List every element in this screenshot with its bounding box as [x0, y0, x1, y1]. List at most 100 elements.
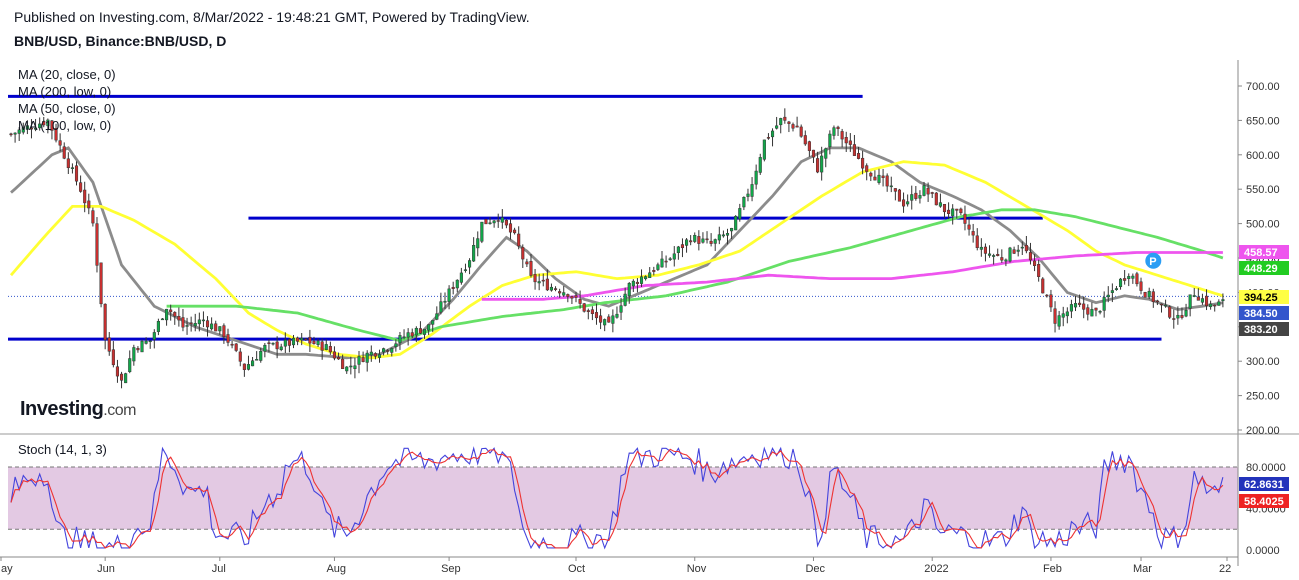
candle-body: [275, 341, 279, 350]
time-tick-label: Nov: [687, 563, 707, 575]
pattern-marker-label: P: [1149, 256, 1156, 268]
price-tag-label: 394.25: [1244, 292, 1278, 304]
candle-body: [279, 346, 283, 350]
price-tag-label: 384.50: [1244, 308, 1278, 320]
candle-body: [611, 315, 615, 324]
candle-body: [644, 276, 648, 280]
candle-body: [422, 328, 427, 335]
candle-body: [324, 344, 328, 351]
candle-body: [17, 129, 21, 134]
candle-body: [775, 125, 779, 129]
price-tick-label: 250.00: [1246, 391, 1280, 403]
candle-body: [885, 175, 889, 187]
candle-body: [365, 352, 369, 363]
candle-body: [1213, 304, 1217, 307]
candle-body: [750, 184, 754, 197]
candle-body: [484, 219, 488, 225]
candle-body: [255, 359, 259, 361]
candle-body: [1098, 310, 1102, 313]
candle-body: [439, 301, 443, 313]
candle-body: [201, 319, 205, 322]
candle-body: [21, 127, 25, 133]
candle-body: [251, 360, 255, 367]
candle-body: [455, 279, 459, 289]
candle-body: [562, 292, 566, 296]
candle-body: [1049, 294, 1053, 308]
candle-body: [648, 272, 652, 279]
candle-body: [1168, 306, 1172, 318]
candle-body: [332, 351, 336, 359]
candle-body: [1057, 315, 1061, 327]
candle-body: [832, 127, 836, 136]
ma-legend-item[interactable]: MA (50, close, 0): [18, 101, 116, 116]
candle-body: [115, 366, 120, 377]
candle-body: [136, 348, 140, 351]
candle-body: [820, 155, 824, 173]
ma-legend-item[interactable]: MA (100, low, 0): [18, 118, 112, 133]
candle-body: [238, 351, 242, 362]
moving-average-line: [166, 208, 1224, 343]
candle-body: [1139, 281, 1143, 291]
time-tick-label: ay: [1, 563, 13, 575]
axes: 700.00650.00600.00550.00500.00450.00400.…: [0, 60, 1299, 575]
price-tag: [1239, 245, 1289, 259]
candle-body: [165, 308, 169, 321]
price-tick-label: 700.00: [1246, 81, 1280, 93]
candle-body: [296, 337, 300, 342]
candle-body: [394, 343, 398, 347]
candle-body: [586, 310, 590, 312]
candle-body: [742, 196, 746, 208]
ma-legend-item[interactable]: MA (20, close, 0): [18, 67, 116, 82]
candle-body: [349, 365, 353, 368]
time-tick-label: Mar: [1133, 563, 1152, 575]
candle-body: [545, 278, 549, 291]
ma-legend-item[interactable]: MA (200, low, 0): [18, 84, 112, 99]
candle-body: [807, 141, 811, 151]
candle-body: [496, 220, 500, 222]
candle-body: [443, 300, 447, 303]
candle-body: [336, 357, 341, 360]
candle-body: [582, 303, 586, 312]
candle-body: [38, 123, 42, 129]
price-tick-label: 550.00: [1246, 184, 1280, 196]
candle-body: [570, 296, 574, 299]
candle-body: [492, 220, 496, 224]
price-tick-label: 300.00: [1246, 356, 1280, 368]
candle-body: [480, 221, 484, 242]
moving-average-line: [10, 146, 1224, 360]
candle-body: [689, 240, 693, 243]
candle-body: [1114, 288, 1119, 290]
candle-body: [463, 269, 468, 271]
candle-body: [156, 321, 160, 332]
price-tag: [1239, 477, 1289, 491]
candle-body: [50, 120, 54, 131]
candle-body: [1012, 249, 1016, 254]
candle-body: [721, 234, 725, 237]
candle-body: [398, 335, 402, 344]
candle-body: [246, 364, 251, 370]
candle-body: [951, 208, 955, 217]
price-tag: [1239, 322, 1289, 336]
price-tag-label: 383.20: [1244, 324, 1278, 336]
candle-body: [406, 332, 410, 338]
candle-body: [308, 336, 312, 344]
candle-body: [1000, 257, 1004, 261]
candle-body: [947, 209, 951, 214]
candle-body: [1176, 314, 1180, 319]
candle-body: [431, 320, 435, 325]
stoch-legend[interactable]: Stoch (14, 1, 3): [18, 442, 107, 457]
candle-body: [472, 244, 476, 262]
candle-body: [836, 126, 840, 130]
candlesticks: [9, 108, 1225, 389]
price-tick-label: 500.00: [1246, 219, 1280, 231]
candle-body: [705, 238, 709, 241]
candle-body: [848, 140, 852, 145]
candle-body: [799, 126, 803, 137]
time-tick-label: Aug: [326, 563, 346, 575]
candle-body: [734, 216, 738, 231]
candle-body: [619, 305, 623, 313]
stoch-band-fill: [8, 467, 1238, 530]
candle-body: [1155, 300, 1159, 303]
candle-body: [214, 323, 218, 332]
candle-body: [713, 239, 717, 244]
